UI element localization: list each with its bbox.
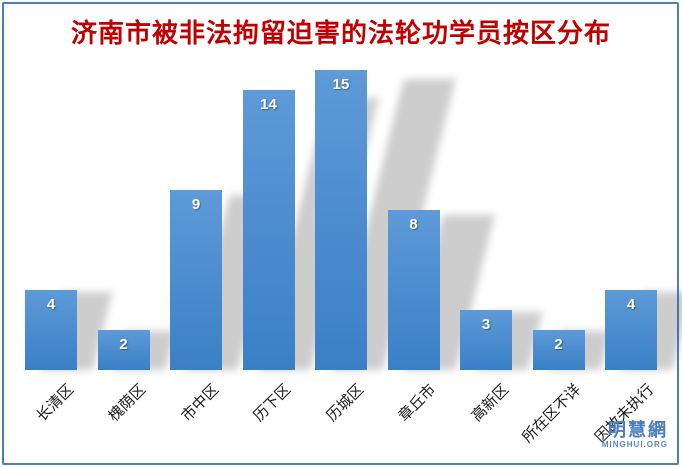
minghui-logo-latin: MINGHUI.ORG bbox=[601, 440, 668, 449]
bar-value-label: 3 bbox=[481, 316, 491, 333]
x-axis-label: 所在区不详 bbox=[520, 381, 585, 447]
minghui-watermark: 明慧網 MINGHUI.ORG bbox=[602, 421, 668, 449]
x-axis-label: 历城区 bbox=[323, 381, 368, 425]
bar-value-label: 2 bbox=[119, 336, 128, 353]
bar-value-label: 8 bbox=[409, 216, 418, 233]
bar-高新区: 3 bbox=[460, 310, 512, 370]
bar-value-label: 15 bbox=[332, 76, 350, 93]
x-axis-label: 槐荫区 bbox=[106, 381, 150, 425]
bar-槐荫区: 2 bbox=[97, 330, 150, 370]
bar-章丘市: 8 bbox=[387, 210, 440, 370]
x-axis-label: 历下区 bbox=[251, 381, 295, 425]
x-axis-label: 长清区 bbox=[33, 381, 78, 425]
bar-长清区: 4 bbox=[25, 290, 77, 370]
x-axis-label: 高新区 bbox=[468, 381, 513, 425]
bar-value-label: 2 bbox=[554, 336, 563, 353]
chart-title: 济南市被非法拘留迫害的法轮功学员按区分布 bbox=[70, 19, 611, 48]
bar-value-label: 4 bbox=[46, 296, 56, 313]
bar-value-label: 14 bbox=[260, 96, 277, 113]
bar-历下区: 14 bbox=[242, 90, 295, 370]
bar-市中区: 9 bbox=[170, 190, 222, 370]
bar-因故未执行: 4 bbox=[605, 290, 657, 370]
x-axis-label: 市中区 bbox=[178, 381, 223, 425]
bar-所在区不详: 2 bbox=[532, 330, 585, 370]
minghui-logo-cjk: 明慧網 bbox=[608, 420, 668, 440]
bar-历城区: 15 bbox=[315, 70, 367, 370]
bar-value-label: 4 bbox=[626, 296, 636, 313]
bar-value-label: 9 bbox=[191, 196, 201, 213]
x-axis-label: 章丘市 bbox=[396, 381, 440, 425]
